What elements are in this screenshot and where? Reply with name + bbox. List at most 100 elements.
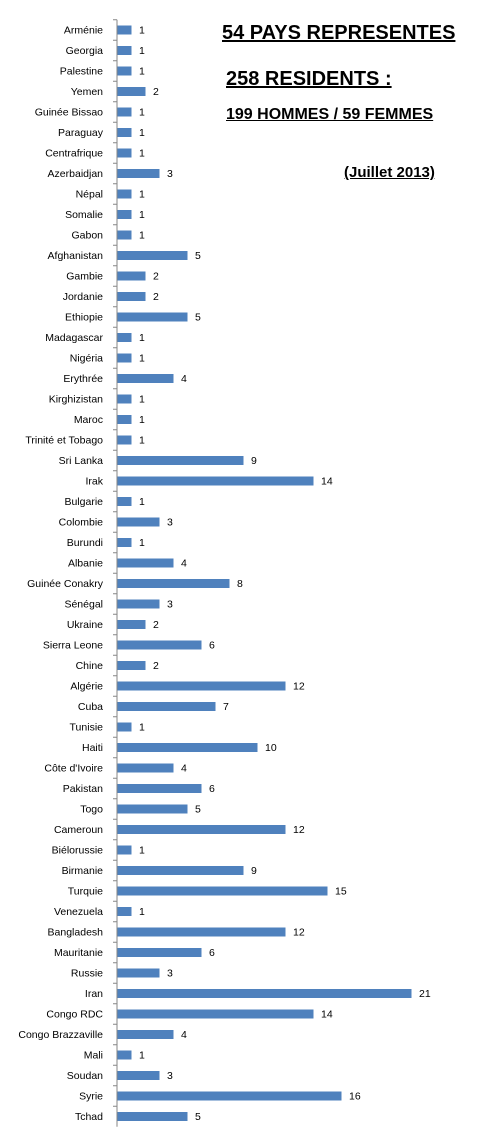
value-label: 9 — [251, 455, 257, 467]
bar — [117, 599, 160, 609]
category-label: Somalie — [65, 209, 103, 221]
bar — [117, 292, 146, 301]
category-label: Maroc — [74, 414, 103, 426]
bar — [117, 107, 132, 117]
category-label: Congo RDC — [46, 1009, 103, 1021]
category-label: Iran — [85, 988, 103, 1000]
category-label: Irak — [85, 476, 103, 488]
value-label: 15 — [335, 886, 347, 898]
bar — [117, 87, 146, 96]
category-label: Sri Lanka — [59, 455, 104, 467]
bar — [117, 46, 132, 55]
bar — [117, 784, 202, 793]
value-label: 6 — [209, 783, 215, 795]
value-label: 1 — [139, 230, 145, 242]
value-label: 4 — [181, 373, 187, 385]
category-label: Gambie — [66, 271, 103, 283]
bar — [117, 640, 202, 650]
category-label: Birmanie — [62, 865, 104, 877]
value-label: 12 — [293, 824, 305, 836]
category-label: Nigéria — [70, 353, 103, 365]
value-label: 1 — [139, 394, 145, 406]
value-label: 7 — [223, 701, 229, 713]
bar — [117, 169, 160, 178]
category-label: Soudan — [67, 1070, 103, 1082]
bar — [117, 497, 132, 506]
value-label: 12 — [293, 927, 305, 939]
bar — [117, 620, 146, 629]
value-label: 4 — [181, 1029, 187, 1041]
value-label: 8 — [237, 578, 243, 590]
category-label: Centrafrique — [45, 148, 103, 160]
bar — [117, 1071, 160, 1080]
category-label: Pakistan — [63, 783, 103, 795]
residents-heading: 258 RESIDENTS : — [226, 68, 392, 90]
category-label: Mauritanie — [54, 947, 103, 959]
value-label: 1 — [139, 435, 145, 447]
category-label: Guinée Bissao — [35, 107, 103, 119]
category-label: Sierra Leone — [43, 640, 103, 652]
category-label: Madagascar — [45, 332, 103, 344]
value-label: 2 — [153, 86, 159, 98]
value-label: 5 — [195, 804, 201, 816]
value-label: 1 — [139, 66, 145, 78]
category-label: Jordanie — [63, 291, 103, 303]
value-label: 5 — [195, 1111, 201, 1123]
category-label: Albanie — [68, 558, 103, 570]
category-label: Congo Brazzaville — [18, 1029, 103, 1041]
bar — [117, 128, 132, 137]
category-label: Arménie — [64, 25, 103, 37]
value-label: 1 — [139, 148, 145, 160]
value-label: 14 — [321, 476, 333, 488]
value-label: 1 — [139, 496, 145, 508]
category-label: Bulgarie — [64, 496, 103, 508]
value-label: 1 — [139, 845, 145, 857]
value-label: 21 — [419, 988, 431, 1000]
bar — [117, 374, 174, 383]
bar — [117, 948, 202, 957]
category-label: Colombie — [59, 517, 104, 529]
category-label: Tchad — [75, 1111, 103, 1123]
bar — [117, 907, 132, 916]
category-label: Syrie — [79, 1091, 103, 1103]
bar — [117, 804, 188, 814]
value-label: 6 — [209, 640, 215, 652]
value-label: 6 — [209, 947, 215, 959]
category-label: Chine — [76, 660, 104, 672]
bar — [117, 845, 132, 855]
bar — [117, 476, 314, 486]
value-label: 16 — [349, 1091, 361, 1103]
category-label: Biélorussie — [52, 845, 104, 857]
category-label: Kirghizistan — [49, 394, 103, 406]
category-label: Yemen — [71, 86, 103, 98]
category-label: Turquie — [68, 886, 103, 898]
bar — [117, 435, 132, 445]
bar — [117, 1091, 342, 1101]
category-label: Paraguay — [58, 127, 104, 139]
category-label: Guinée Conakry — [27, 578, 104, 590]
category-label: Venezuela — [54, 906, 103, 918]
value-label: 1 — [139, 209, 145, 221]
category-label: Sénégal — [64, 599, 103, 611]
category-label: Ukraine — [67, 619, 103, 631]
bar — [117, 763, 174, 773]
value-label: 3 — [167, 599, 173, 611]
category-label: Cuba — [78, 701, 103, 713]
category-label: Russie — [71, 968, 103, 980]
bar — [117, 394, 132, 404]
value-label: 1 — [139, 189, 145, 201]
bar — [117, 230, 132, 240]
value-label: 1 — [139, 332, 145, 344]
date-heading: (Juillet 2013) — [344, 164, 435, 181]
bar — [117, 25, 132, 35]
bar — [117, 271, 146, 281]
category-label: Gabon — [71, 230, 103, 242]
category-label: Afghanistan — [48, 250, 104, 262]
value-label: 14 — [321, 1009, 333, 1021]
bar — [117, 579, 230, 588]
bar — [117, 1030, 174, 1039]
bar — [117, 189, 132, 199]
bar — [117, 456, 244, 465]
value-label: 1 — [139, 25, 145, 37]
